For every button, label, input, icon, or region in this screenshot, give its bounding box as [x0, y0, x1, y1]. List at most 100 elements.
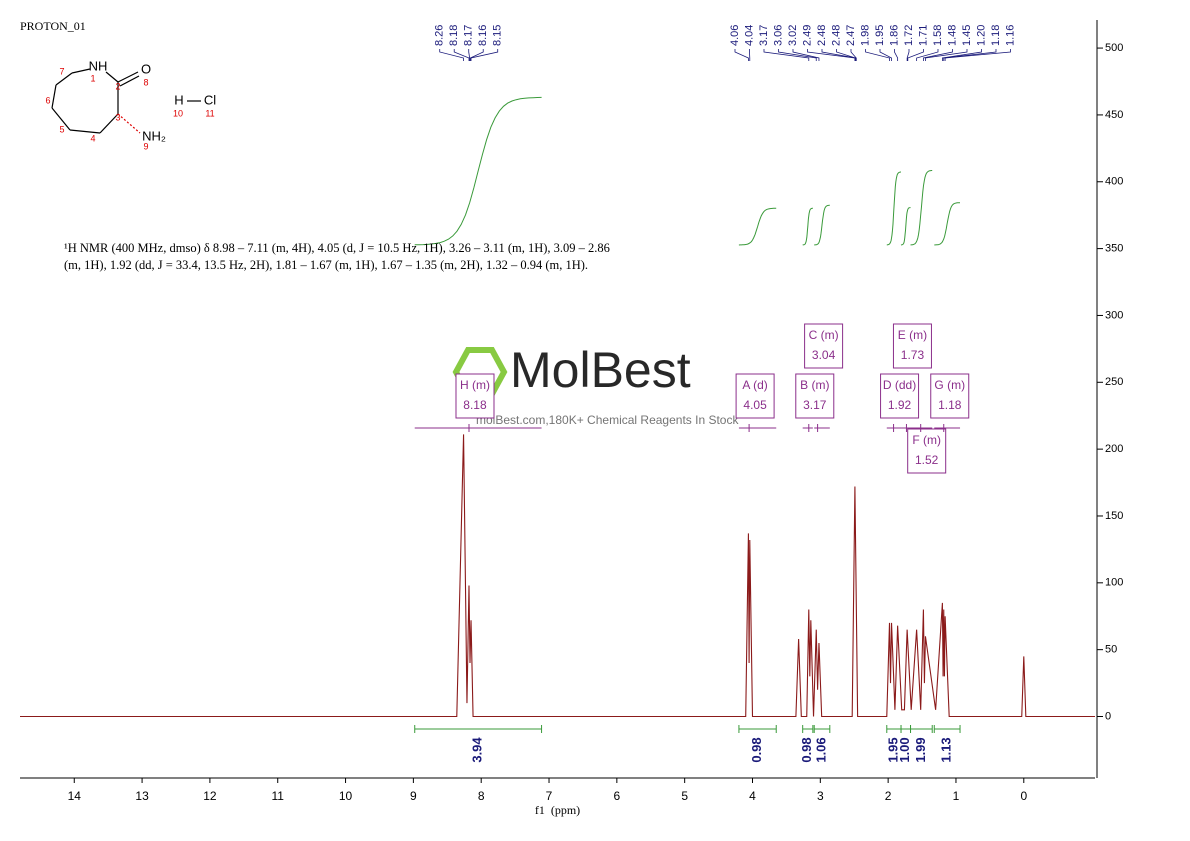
integral-curve [910, 170, 933, 246]
multiplet-shift: 1.73 [901, 348, 925, 362]
integral-label: 1.00 [897, 737, 912, 762]
multiplet-box [735, 373, 775, 419]
x-tick-label: 0 [1020, 789, 1027, 803]
peak-leader [470, 49, 499, 61]
y-tick-label: 100 [1105, 577, 1123, 589]
multiplet-box [930, 373, 970, 419]
bond [51, 84, 57, 109]
bond [51, 107, 71, 131]
peak-label: 4.06 [729, 25, 741, 46]
bond [99, 113, 119, 134]
atom-label: H [174, 92, 183, 107]
multiplet-box [795, 373, 835, 419]
multiplet-label: A (d) [742, 378, 767, 392]
watermark-text: molBest.com,180K+ Chemical Reagents In S… [476, 413, 739, 427]
peak-label: 8.26 [434, 25, 446, 46]
peak-leader [894, 49, 899, 61]
peak-leader [469, 49, 484, 61]
multiplet-box [804, 323, 844, 369]
integral-label: 0.98 [799, 737, 814, 762]
peak-label: 8.15 [492, 25, 504, 46]
peak-label: 2.48 [816, 25, 828, 46]
bond [69, 129, 101, 134]
watermark-logo: MolBest [510, 342, 691, 398]
peak-leader [943, 49, 997, 61]
multiplet-label: F (m) [912, 433, 941, 447]
bond [71, 68, 91, 74]
atom-label: NH₂ [142, 128, 166, 143]
peak-leader [468, 49, 471, 61]
x-tick-label: 3 [817, 789, 824, 803]
peak-label: 1.16 [1004, 25, 1016, 46]
multiplet-shift: 1.52 [915, 453, 939, 467]
atom-label: NH [89, 58, 108, 73]
integral-label: 1.06 [813, 737, 828, 762]
peak-label: 1.20 [975, 25, 987, 46]
peak-leader [821, 49, 856, 61]
integral-curve [802, 207, 813, 246]
x-tick-label: 4 [749, 789, 756, 803]
bond [105, 71, 119, 83]
peak-label: 1.48 [946, 25, 958, 46]
peak-label: 3.17 [758, 25, 770, 46]
atom-number: 1 [90, 73, 95, 83]
x-tick-label: 5 [681, 789, 688, 803]
integral-label: 3.94 [470, 737, 485, 763]
peak-leader [923, 49, 953, 61]
y-tick-label: 500 [1105, 42, 1123, 54]
multiplet-shift: 1.18 [938, 398, 962, 412]
integral-curve [414, 96, 542, 246]
multiplet-shift: 3.04 [812, 348, 836, 362]
peak-label: 2.48 [830, 25, 842, 46]
x-tick-label: 9 [410, 789, 417, 803]
y-tick-label: 0 [1105, 710, 1111, 722]
x-tick-label: 7 [546, 789, 553, 803]
peak-leader [916, 49, 939, 61]
peak-leader [879, 49, 892, 61]
multiplet-shift: 1.92 [888, 398, 912, 412]
multiplet-label: B (m) [800, 378, 829, 392]
atom-number: 11 [205, 108, 214, 118]
peak-label: 3.02 [787, 25, 799, 46]
peak-label: 8.18 [448, 25, 460, 46]
atom-number: 7 [59, 66, 64, 76]
multiplet-label: E (m) [898, 328, 927, 342]
peak-leader [734, 49, 749, 61]
peak-label: 1.95 [874, 25, 886, 46]
multiplet-label: C (m) [809, 328, 839, 342]
y-tick-label: 200 [1105, 443, 1123, 455]
integral-curve [886, 171, 901, 246]
peak-leader [836, 49, 856, 61]
peak-label: 1.86 [888, 25, 900, 46]
peak-leader [792, 49, 820, 61]
atom-number: 5 [59, 124, 64, 134]
multiplet-label: D (dd) [883, 378, 916, 392]
y-tick-label: 400 [1105, 176, 1123, 188]
peak-leader [763, 49, 810, 61]
multiplet-box [455, 373, 495, 419]
multiplet-box [892, 323, 932, 369]
integral-label: 0.98 [749, 737, 764, 762]
wedge-bond [117, 113, 141, 134]
atom-label: O [141, 61, 151, 76]
peak-label: 1.98 [859, 25, 871, 46]
multiplet-shift: 4.05 [743, 398, 767, 412]
y-tick-label: 150 [1105, 510, 1123, 522]
atom-number: 3 [115, 112, 120, 122]
peak-leader [453, 49, 470, 61]
y-tick-label: 350 [1105, 243, 1123, 255]
spectrum-line [20, 434, 1095, 718]
peak-label: 1.45 [961, 25, 973, 46]
integral-curve [934, 202, 960, 246]
peak-label: 2.47 [845, 25, 857, 46]
peak-leader [439, 49, 464, 61]
peak-leader [865, 49, 890, 61]
x-tick-label: 14 [68, 789, 82, 803]
peak-leader [941, 49, 982, 61]
peak-leader [906, 49, 910, 61]
peak-label: 1.18 [990, 25, 1002, 46]
integral-curve [814, 204, 830, 246]
x-axis-label: f1 (ppm) [535, 803, 580, 817]
y-tick-label: 300 [1105, 309, 1123, 321]
